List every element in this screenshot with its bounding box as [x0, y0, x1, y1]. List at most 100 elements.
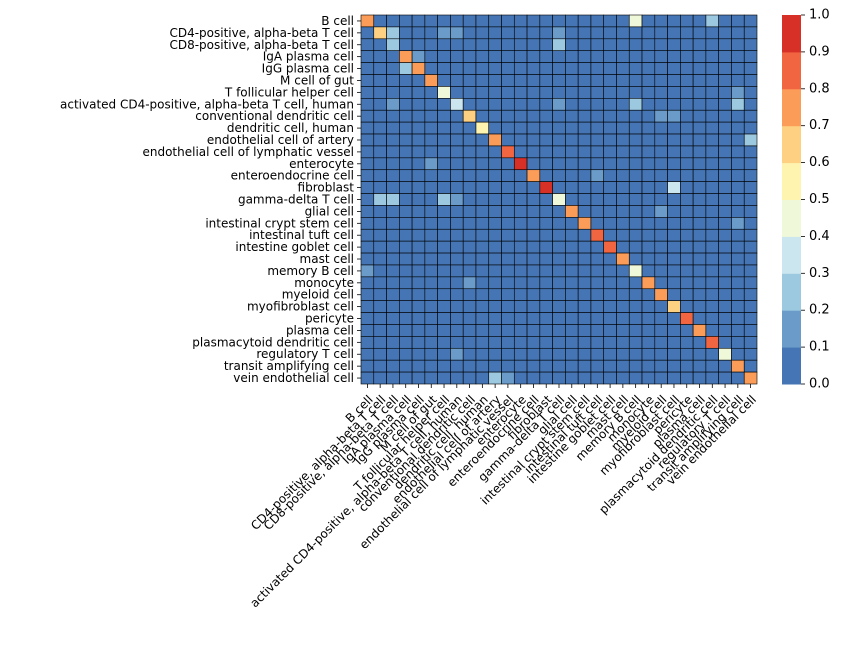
heatmap-cell	[641, 169, 656, 182]
heatmap-cell	[424, 62, 438, 75]
heatmap-cell	[603, 62, 617, 75]
heatmap-cell	[437, 359, 451, 373]
heatmap-cell	[539, 145, 553, 159]
heatmap-cell	[718, 371, 732, 385]
heatmap-cell	[373, 62, 387, 75]
heatmap-cell	[399, 312, 413, 325]
heatmap-cell	[386, 252, 400, 266]
heatmap-cell	[526, 50, 541, 63]
heatmap-cell	[590, 205, 605, 218]
heatmap-cell	[475, 276, 490, 290]
heatmap-cell	[411, 252, 426, 266]
heatmap-cell	[539, 300, 553, 313]
y-tick-label: T follicular helper cell	[224, 85, 354, 99]
heatmap-cell	[386, 50, 400, 63]
heatmap-cell	[552, 50, 566, 63]
heatmap-cell	[731, 50, 745, 63]
heatmap-cell	[513, 193, 528, 206]
heatmap-cell	[565, 145, 579, 159]
heatmap-cell	[437, 193, 451, 206]
heatmap-cell	[373, 371, 387, 385]
heatmap-cell	[526, 347, 541, 361]
heatmap-cell	[539, 312, 553, 325]
heatmap-cell	[552, 193, 566, 206]
heatmap-cell	[577, 359, 592, 373]
heatmap-cell	[360, 86, 375, 99]
heatmap-cell	[373, 86, 387, 99]
heatmap-cell	[552, 347, 566, 361]
heatmap-cell	[462, 252, 477, 266]
heatmap-cell	[603, 228, 617, 242]
heatmap-cell	[705, 205, 719, 218]
heatmap-cell	[501, 133, 515, 147]
heatmap-cell	[424, 217, 438, 230]
heatmap-cell	[373, 145, 387, 159]
heatmap-cell	[628, 26, 643, 40]
heatmap-cell	[565, 133, 579, 147]
heatmap-cell	[718, 14, 732, 28]
heatmap-cell	[526, 121, 541, 135]
heatmap-cell	[705, 288, 719, 301]
heatmap-cell	[743, 169, 758, 182]
heatmap-cell	[590, 181, 605, 194]
colorbar-tick-label: 0.1	[809, 340, 830, 355]
heatmap-cell	[488, 14, 502, 28]
heatmap-cell	[513, 62, 528, 75]
heatmap-cell	[424, 157, 438, 171]
heatmap-cell	[603, 38, 617, 52]
heatmap-cell	[616, 371, 630, 385]
heatmap-cell	[718, 26, 732, 40]
heatmap-cell	[743, 133, 758, 147]
heatmap-cell	[411, 336, 426, 349]
heatmap-cell	[654, 300, 668, 313]
heatmap-cell	[641, 121, 656, 135]
heatmap-cell	[577, 133, 592, 147]
heatmap-cell	[616, 217, 630, 230]
heatmap-cell	[450, 121, 464, 135]
heatmap-cell	[386, 169, 400, 182]
heatmap-cell	[501, 205, 515, 218]
heatmap-cell	[603, 336, 617, 349]
colorbar-tick-label: 0.9	[809, 44, 830, 59]
heatmap-cell	[552, 26, 566, 40]
heatmap-cell	[475, 240, 490, 254]
heatmap-cell	[705, 121, 719, 135]
heatmap-cell	[360, 300, 375, 313]
colorbar-segment	[782, 199, 801, 237]
y-tick-label: dendritic cell, human	[227, 121, 354, 135]
heatmap-cell	[437, 300, 451, 313]
heatmap-cell	[705, 109, 719, 123]
heatmap-cell	[539, 252, 553, 266]
heatmap-cell	[743, 193, 758, 206]
heatmap-cell	[628, 359, 643, 373]
heatmap-cell	[731, 240, 745, 254]
heatmap-cell	[437, 50, 451, 63]
heatmap-cell	[488, 169, 502, 182]
heatmap-cell	[731, 86, 745, 99]
heatmap-cell	[731, 133, 745, 147]
heatmap-cell	[411, 312, 426, 325]
heatmap-cell	[526, 26, 541, 40]
heatmap-cell	[718, 228, 732, 242]
heatmap-cell	[513, 109, 528, 123]
heatmap-cell	[526, 205, 541, 218]
heatmap-cell	[526, 145, 541, 159]
heatmap-cell	[488, 264, 502, 278]
heatmap-cell	[526, 359, 541, 373]
heatmap-cell	[577, 300, 592, 313]
heatmap-cell	[488, 50, 502, 63]
heatmap-cell	[718, 62, 732, 75]
heatmap-cell	[539, 371, 553, 385]
heatmap-cell	[680, 62, 694, 75]
y-tick-label: intestine goblet cell	[235, 240, 354, 254]
heatmap-cell	[424, 371, 438, 385]
heatmap-cell	[692, 371, 707, 385]
heatmap-cell	[565, 205, 579, 218]
heatmap-cell	[743, 181, 758, 194]
heatmap-cell	[616, 359, 630, 373]
heatmap-cell	[475, 14, 490, 28]
heatmap-cell	[590, 14, 605, 28]
heatmap-cell	[424, 169, 438, 182]
heatmap-cell	[501, 181, 515, 194]
heatmap-cell	[641, 38, 656, 52]
